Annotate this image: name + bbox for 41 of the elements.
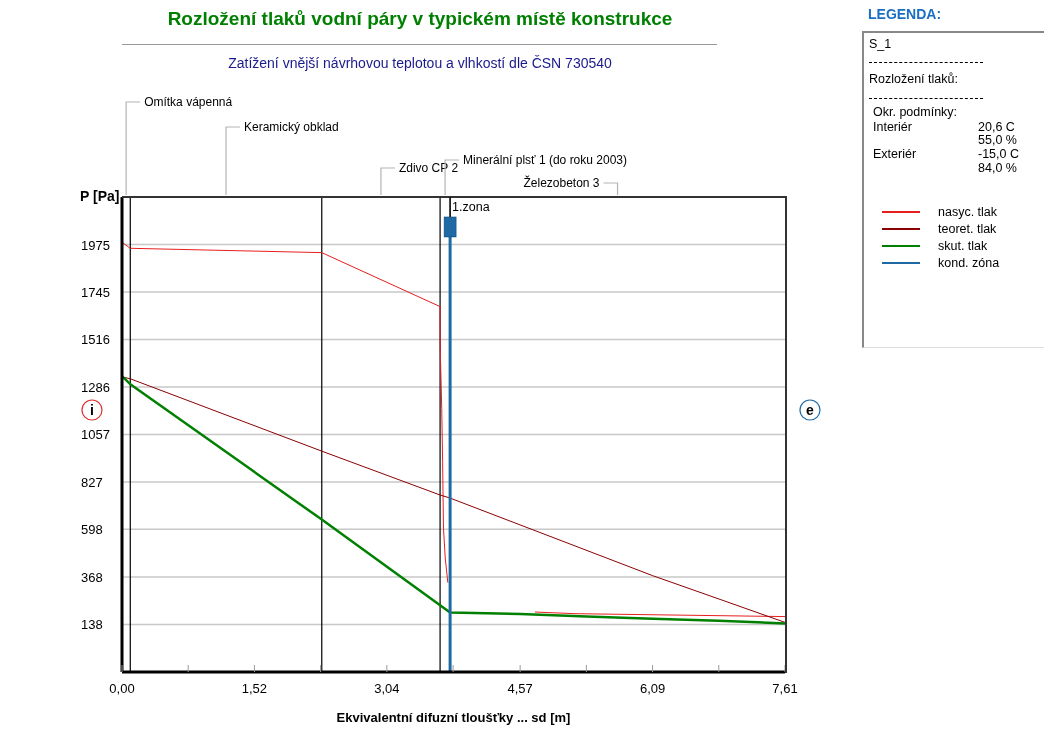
x-tick-label: 3,04 (374, 681, 400, 696)
text: -15,0 C (978, 147, 1019, 161)
text: Rozložení tlaků: (869, 72, 958, 86)
text: Okr. podmínky: (873, 105, 958, 119)
legend-label: nasyc. tlak (938, 205, 998, 219)
text: S_1 (869, 37, 892, 51)
legend-label: skut. tlak (938, 239, 988, 253)
legend-title: LEGENDA: (868, 6, 942, 22)
y-tick-label: 138 (81, 617, 103, 633)
y-tick-label: 368 (81, 569, 103, 585)
y-tick-label: 1516 (81, 332, 110, 348)
text: e (806, 402, 815, 418)
annotation: 1.zona (452, 200, 490, 214)
x-axis-title: Ekvivalentní difuzní tloušťky ... sd [m] (335, 710, 572, 725)
text: i (90, 402, 94, 418)
y-tick-label: 1057 (81, 427, 110, 443)
y-tick-label: 1745 (81, 285, 110, 301)
y-tick-label: 598 (81, 522, 103, 538)
x-tick-label: 0,00 (109, 681, 135, 696)
text: Železobeton 3 (523, 175, 600, 190)
chart-title: Rozložení tlaků vodní páry v typickém místě konstrukce (166, 8, 674, 30)
y-tick-label: 1975 (81, 237, 110, 253)
text: Zdivo CP 2 (398, 161, 459, 175)
chart-subtitle: Zatížení vnější návrhovou teplotou a vlhkostí dle ČSN 730540 (227, 55, 613, 71)
text: Keramický obklad (244, 120, 339, 134)
text: 84,0 % (978, 161, 1017, 175)
text: Minerální plsť 1 (do roku 2003) (463, 153, 628, 167)
x-tick-label: 6,09 (639, 681, 666, 696)
x-tick-label: 4,57 (507, 681, 533, 696)
x-tick-label: 1,52 (241, 681, 268, 696)
y-tick-label: 827 (81, 474, 103, 490)
text: Exteriér (873, 147, 917, 161)
y-tick-label: 1286 (81, 380, 110, 396)
legend-label: teoret. tlak (938, 222, 997, 236)
legend-label: kond. zóna (938, 256, 1000, 270)
text: 20,6 C (978, 120, 1015, 134)
text: Omítka vápenná (144, 95, 233, 109)
text: 55,0 % (978, 133, 1017, 147)
text: Interiér (873, 120, 912, 134)
y-axis-title: P [Pa] (80, 188, 120, 204)
x-tick-label: 7,61 (772, 681, 798, 696)
